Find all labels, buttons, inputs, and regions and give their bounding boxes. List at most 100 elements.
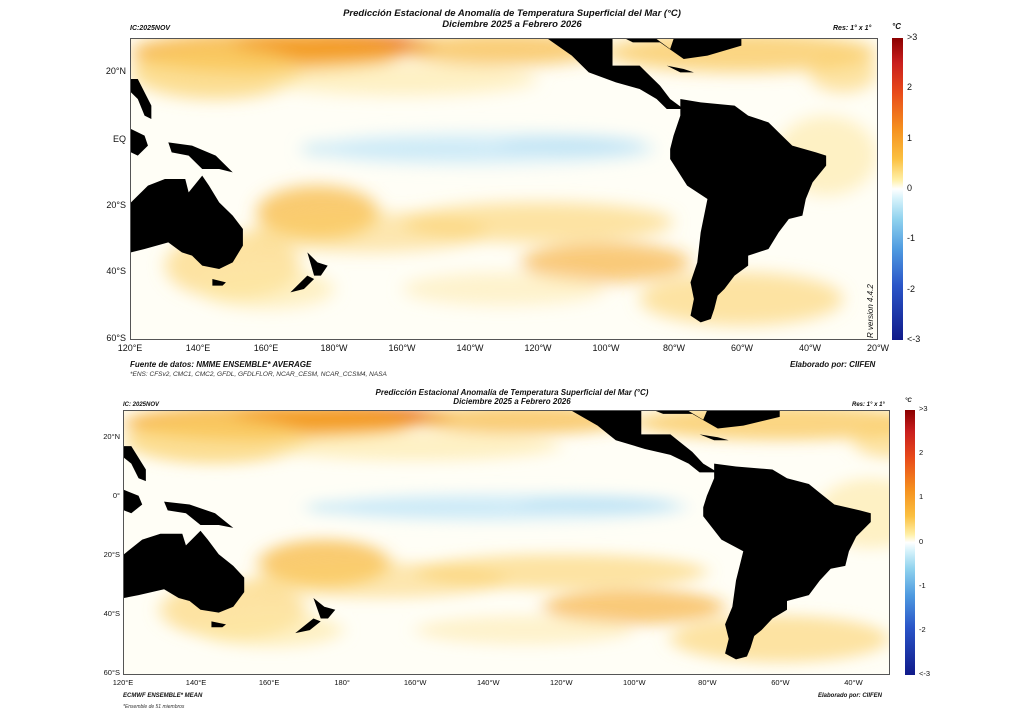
bottom-unit: °C <box>905 398 912 404</box>
bottom-subtitle: Diciembre 2025 a Febrero 2026 <box>453 397 571 406</box>
landmass <box>168 142 233 173</box>
longitude-tick-label: 160°W <box>403 678 427 687</box>
colorbar-tick-label: 0 <box>919 536 924 546</box>
colorbar-tick-label: 1 <box>907 132 913 143</box>
landmass <box>666 65 694 73</box>
sst-anomaly-region <box>520 242 691 283</box>
top-source: Fuente de datos: NMME ENSEMBLE* AVERAGE <box>130 360 312 369</box>
sst-anomaly-region <box>852 422 889 458</box>
top-sst-map <box>130 38 878 340</box>
colorbar-tick-label: -1 <box>919 580 926 590</box>
latitude-tick-label: 40°S <box>106 266 126 276</box>
top-unit: °C <box>892 22 901 31</box>
longitude-tick-label: 100°W <box>592 343 620 353</box>
longitude-tick-label: 60°W <box>730 343 754 353</box>
longitude-tick-label: 140°W <box>476 678 500 687</box>
sst-anomaly-region <box>196 612 343 648</box>
top-subtitle: Diciembre 2025 a Febrero 2026 <box>442 19 582 30</box>
bottom-sst-map <box>123 410 890 675</box>
bottom-colorbar <box>905 410 915 675</box>
landmass <box>131 79 152 119</box>
colorbar-tick-label: >3 <box>919 404 928 413</box>
sst-anomaly-region <box>415 615 634 645</box>
latitude-tick-label: 20°N <box>105 66 126 76</box>
landmass <box>548 39 684 109</box>
longitude-tick-label: 160°E <box>258 678 280 687</box>
landmass <box>307 252 328 276</box>
longitude-tick-label: 80°W <box>698 678 717 687</box>
bottom-resolution: Res: 1° x 1° <box>852 402 885 408</box>
landmass <box>699 434 729 441</box>
sst-anomaly-region <box>198 269 335 309</box>
latitude-tick-label: 60°S <box>103 668 120 677</box>
colorbar-tick-label: <-3 <box>919 669 931 678</box>
sst-anomaly-region <box>639 272 844 326</box>
colorbar-tick-label: 2 <box>919 448 924 458</box>
landmass <box>211 621 226 628</box>
sst-anomaly-region <box>542 589 726 625</box>
latitude-tick-label: 20°S <box>103 550 120 559</box>
longitude-tick-label: 140°E <box>185 343 211 353</box>
sst-anomaly-region <box>269 431 562 461</box>
bottom-title: Predicción Estacional Anomalía de Temper… <box>375 388 649 397</box>
longitude-tick-label: 60°W <box>771 678 790 687</box>
top-colorbar <box>892 38 903 340</box>
bottom-source: ECMWF ENSEMBLE* MEAN <box>123 693 203 699</box>
colorbar-tick-label: 0 <box>907 183 913 193</box>
top-title: Predicción Estacional de Anomalía de Tem… <box>343 8 681 19</box>
sst-anomaly-region <box>317 132 657 166</box>
longitude-tick-label: 180° <box>334 678 350 687</box>
top-resolution: Res: 1° x 1° <box>833 25 872 32</box>
sst-anomaly-region <box>131 45 301 99</box>
latitude-tick-label: 0° <box>112 491 120 500</box>
longitude-tick-label: 80°W <box>662 343 686 353</box>
latitude-tick-label: 60°S <box>106 333 126 343</box>
landmass <box>124 489 143 514</box>
landmass <box>670 99 827 323</box>
bottom-ensemble-note: *Ensemble de 51 miembros <box>123 704 185 710</box>
longitude-tick-label: 120°E <box>117 343 143 353</box>
latitude-tick-label: EQ <box>112 134 126 144</box>
sst-anomaly-region <box>809 52 877 93</box>
landmass <box>164 501 234 528</box>
top-ic-label: IC:2025NOV <box>130 25 171 32</box>
longitude-tick-label: 120°E <box>112 678 134 687</box>
sst-anomaly-region <box>266 62 538 96</box>
landmass <box>295 618 321 634</box>
landmass <box>131 175 243 269</box>
longitude-tick-label: 120°W <box>549 678 573 687</box>
longitude-tick-label: 120°W <box>524 343 552 353</box>
longitude-tick-label: 40°W <box>798 343 822 353</box>
landmass <box>655 411 780 429</box>
landmass <box>313 598 336 619</box>
longitude-tick-label: 140°E <box>185 678 207 687</box>
sst-anomaly-region <box>124 416 307 464</box>
sst-anomaly-region <box>670 615 889 663</box>
longitude-tick-label: 140°W <box>456 343 484 353</box>
longitude-tick-label: 40°W <box>844 678 863 687</box>
landmass <box>212 279 226 286</box>
landmass <box>626 39 742 59</box>
colorbar-tick-label: -1 <box>907 233 916 244</box>
longitude-tick-label: 160°E <box>253 343 279 353</box>
landmass <box>703 463 871 660</box>
landmass <box>290 275 315 293</box>
colorbar-tick-label: >3 <box>907 32 918 42</box>
landmass <box>124 530 245 613</box>
latitude-tick-label: 20°N <box>103 432 120 441</box>
sst-anomaly-region <box>415 411 634 435</box>
longitude-tick-label: 20°W <box>866 343 890 353</box>
sst-anomaly-region <box>634 411 889 441</box>
sst-anomaly-region <box>402 202 674 243</box>
top-ensemble-note: *ENS: CFSv2, CMC1, CMC2, GFDL, GFDLFLOR,… <box>130 371 387 378</box>
longitude-tick-label: 100°W <box>623 678 646 687</box>
landmass <box>572 411 718 473</box>
bottom-credit: Elaborado por: CIIFEN <box>818 693 883 699</box>
colorbar-tick-label: 1 <box>919 492 924 502</box>
sst-anomaly-region <box>324 492 689 523</box>
landmass <box>124 446 146 482</box>
sst-anomaly-region <box>402 39 606 66</box>
top-credit: Elaborado por: CIIFEN <box>790 360 876 369</box>
sst-anomaly-region <box>415 554 707 590</box>
longitude-tick-label: 160°W <box>388 343 416 353</box>
